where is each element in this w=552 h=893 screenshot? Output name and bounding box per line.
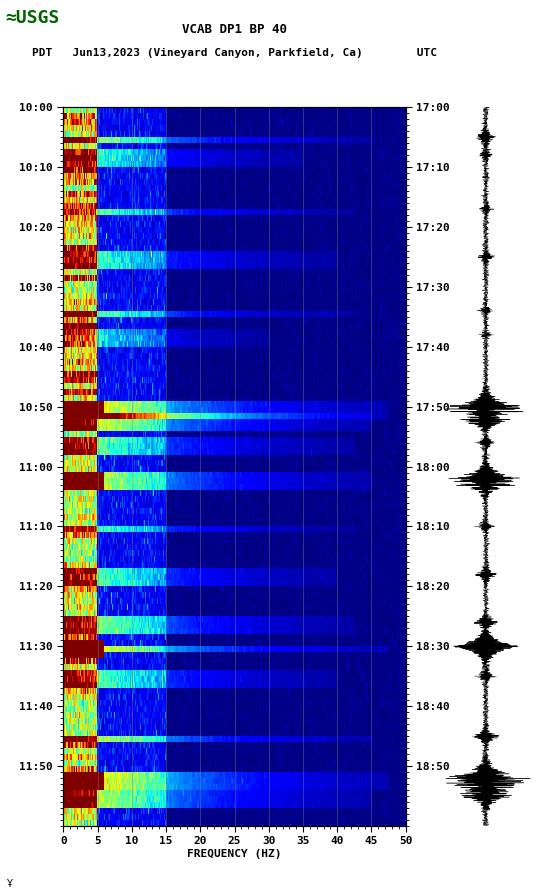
Text: Ұ: Ұ <box>6 879 12 889</box>
Text: ≈USGS: ≈USGS <box>6 9 60 27</box>
Text: VCAB DP1 BP 40: VCAB DP1 BP 40 <box>182 22 287 36</box>
Text: PDT   Jun13,2023 (Vineyard Canyon, Parkfield, Ca)        UTC: PDT Jun13,2023 (Vineyard Canyon, Parkfie… <box>32 48 437 58</box>
X-axis label: FREQUENCY (HZ): FREQUENCY (HZ) <box>187 849 282 859</box>
